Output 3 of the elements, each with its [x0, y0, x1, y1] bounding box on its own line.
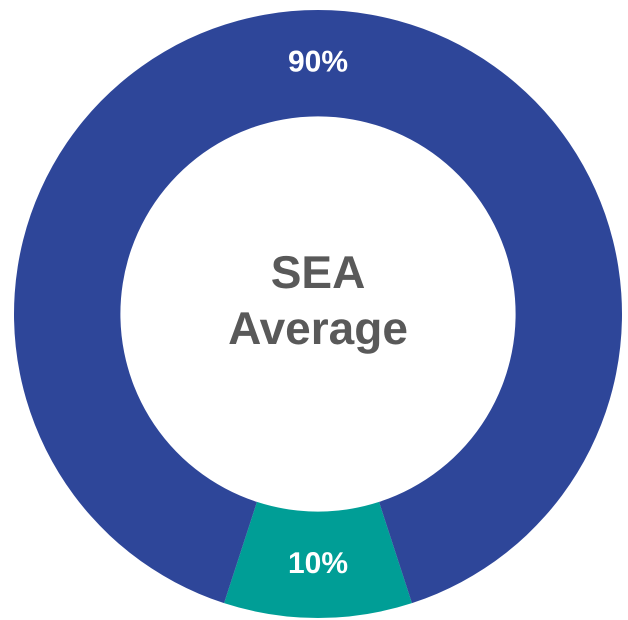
text: SEA Average	[227, 245, 409, 356]
data-label: 90%	[288, 45, 348, 78]
data-label: 10%	[288, 547, 348, 580]
